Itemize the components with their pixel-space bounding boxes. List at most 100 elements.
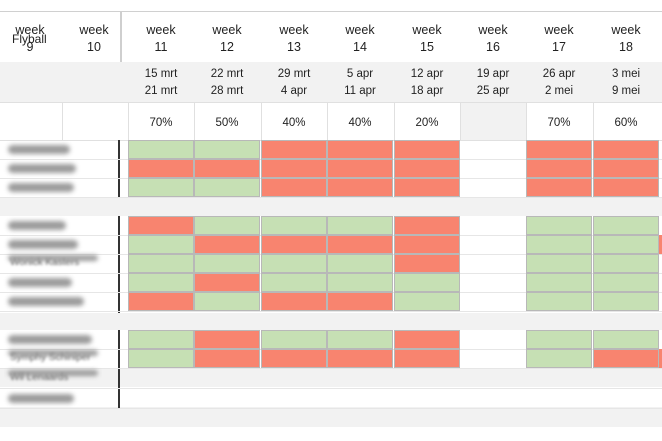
unavailable-cell[interactable] — [194, 349, 260, 368]
week-18-header: week 18 — [611, 23, 641, 54]
unavailable-cell[interactable] — [593, 178, 659, 197]
available-cell[interactable] — [526, 273, 592, 292]
available-cell[interactable] — [526, 330, 592, 349]
week-11-dates: 15 mrt 21 mrt — [144, 68, 178, 97]
unavailable-cell[interactable] — [327, 349, 393, 368]
available-cell[interactable] — [327, 273, 393, 292]
available-cell[interactable] — [194, 292, 260, 311]
unavailable-cell[interactable] — [394, 178, 460, 197]
week-17-percentage: 70% — [547, 117, 571, 129]
available-cell[interactable] — [526, 235, 592, 254]
unavailable-cell[interactable] — [194, 330, 260, 349]
unavailable-cell[interactable] — [394, 140, 460, 159]
unavailable-cell[interactable] — [128, 292, 194, 311]
unavailable-cell[interactable] — [194, 235, 260, 254]
unavailable-cell[interactable] — [261, 178, 327, 197]
unavailable-cell[interactable] — [327, 178, 393, 197]
unavailable-cell[interactable] — [194, 159, 260, 178]
available-cell[interactable] — [128, 235, 194, 254]
available-cell[interactable] — [194, 216, 260, 235]
available-cell[interactable] — [593, 330, 659, 349]
available-cell[interactable] — [128, 254, 194, 273]
available-cell[interactable] — [394, 273, 460, 292]
available-cell[interactable] — [194, 178, 260, 197]
available-cell[interactable] — [327, 254, 393, 273]
available-cell[interactable] — [593, 292, 659, 311]
available-cell[interactable] — [261, 254, 327, 273]
partially-redacted-name: Symphy Schiniper — [10, 352, 91, 363]
week-11-percentage: 70% — [149, 117, 173, 129]
available-cell[interactable] — [261, 216, 327, 235]
week-13-percentage: 40% — [282, 117, 306, 129]
unavailable-cell[interactable] — [128, 216, 194, 235]
column-line — [394, 102, 395, 140]
header-separator — [120, 12, 122, 62]
available-cell[interactable] — [593, 273, 659, 292]
available-cell[interactable] — [194, 254, 260, 273]
available-cell[interactable] — [394, 292, 460, 311]
unavailable-cell[interactable] — [261, 140, 327, 159]
group-2-border — [118, 216, 120, 313]
week-9-header: week 9 — [15, 23, 45, 54]
unavailable-cell[interactable] — [394, 330, 460, 349]
unavailable-cell[interactable] — [394, 349, 460, 368]
available-cell[interactable] — [327, 330, 393, 349]
unavailable-cell[interactable] — [327, 235, 393, 254]
available-cell[interactable] — [526, 292, 592, 311]
redacted-name — [8, 183, 74, 192]
week-18-dates: 3 mei 9 mei — [611, 68, 641, 97]
group-1-border — [118, 140, 120, 198]
redaction-overlay — [8, 370, 98, 376]
unavailable-cell[interactable] — [593, 349, 659, 368]
unavailable-cell[interactable] — [261, 349, 327, 368]
unavailable-cell[interactable] — [327, 292, 393, 311]
available-cell[interactable] — [327, 216, 393, 235]
unavailable-cell[interactable] — [394, 159, 460, 178]
unavailable-cell[interactable] — [261, 235, 327, 254]
redacted-name — [8, 240, 78, 249]
available-cell[interactable] — [593, 254, 659, 273]
available-cell[interactable] — [261, 273, 327, 292]
unavailable-cell[interactable] — [261, 292, 327, 311]
available-cell[interactable] — [593, 235, 659, 254]
unavailable-cell[interactable] — [261, 159, 327, 178]
unavailable-cell[interactable] — [327, 140, 393, 159]
unavailable-cell[interactable] — [593, 140, 659, 159]
redacted-name — [8, 335, 92, 344]
available-cell[interactable] — [128, 273, 194, 292]
unavailable-cell[interactable] — [526, 178, 592, 197]
row-divider — [0, 368, 662, 369]
unavailable-cell[interactable] — [394, 235, 460, 254]
available-cell[interactable] — [526, 216, 592, 235]
unavailable-cell[interactable] — [194, 273, 260, 292]
redacted-name — [8, 164, 76, 173]
week-14-dates: 5 apr 11 apr — [344, 68, 376, 97]
column-line — [128, 102, 129, 140]
available-cell[interactable] — [128, 330, 194, 349]
available-cell[interactable] — [128, 178, 194, 197]
unavailable-cell[interactable] — [394, 216, 460, 235]
sheet-title: Flyball — [12, 32, 47, 46]
column-line — [460, 102, 461, 140]
redacted-name — [8, 278, 72, 287]
week-15-header: week 15 — [412, 23, 442, 54]
available-cell[interactable] — [526, 349, 592, 368]
available-cell[interactable] — [194, 140, 260, 159]
unavailable-cell[interactable] — [128, 159, 194, 178]
unavailable-cell[interactable] — [526, 140, 592, 159]
available-cell[interactable] — [128, 140, 194, 159]
unavailable-cell[interactable] — [394, 254, 460, 273]
column-line — [593, 102, 594, 140]
available-cell[interactable] — [261, 330, 327, 349]
week-12-header: week 12 — [212, 23, 242, 54]
week-14-header: week 14 — [345, 23, 375, 54]
header-top-line — [0, 11, 662, 12]
available-cell[interactable] — [526, 254, 592, 273]
available-cell[interactable] — [128, 349, 194, 368]
group-gap-1 — [0, 198, 662, 216]
unavailable-cell[interactable] — [526, 159, 592, 178]
available-cell[interactable] — [593, 216, 659, 235]
week-15-percentage: 20% — [415, 117, 439, 129]
unavailable-cell[interactable] — [593, 159, 659, 178]
unavailable-cell[interactable] — [327, 159, 393, 178]
